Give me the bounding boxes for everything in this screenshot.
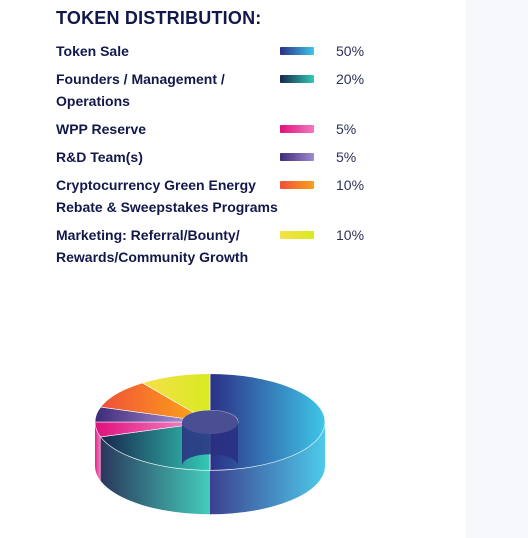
legend-percent: 20% (336, 71, 365, 87)
legend-row-rd-teams: R&D Team(s) 5% (56, 146, 416, 168)
legend-label: R&D Team(s) (56, 149, 143, 165)
legend-percent: 50% (336, 43, 365, 59)
slice-side (95, 422, 101, 481)
legend-row-founders: Founders / Management / Operations 20% (56, 68, 416, 112)
legend-row-marketing: Marketing: Referral/Bounty/ Rewards/Comm… (56, 224, 416, 268)
hole-wall (182, 410, 238, 466)
legend-label: Marketing: Referral/Bounty/ Rewards/Comm… (56, 227, 249, 265)
legend-row-wpp-reserve: WPP Reserve 5% (56, 118, 416, 140)
legend-label: Token Sale (56, 43, 129, 59)
legend-label: Cryptocurrency Green Energy Rebate & Swe… (56, 177, 278, 215)
donut-chart (94, 373, 326, 515)
legend-swatch (280, 231, 314, 239)
legend: Token Sale 50% Founders / Management / O… (56, 40, 416, 274)
slice-side (100, 436, 210, 515)
legend-row-green-energy: Cryptocurrency Green Energy Rebate & Swe… (56, 174, 416, 218)
slice-side (210, 422, 325, 515)
legend-row-token-sale: Token Sale 50% (56, 40, 416, 62)
legend-percent: 10% (336, 227, 365, 243)
legend-swatch (280, 125, 314, 133)
legend-swatch (280, 153, 314, 161)
legend-label: Founders / Management / Operations (56, 71, 225, 109)
legend-percent: 10% (336, 177, 365, 193)
legend-percent: 5% (336, 121, 357, 137)
legend-swatch (280, 181, 314, 189)
right-panel (466, 0, 528, 538)
chart-title: TOKEN DISTRIBUTION: (56, 8, 262, 28)
legend-swatch (280, 75, 314, 83)
legend-percent: 5% (336, 149, 357, 165)
legend-swatch (280, 47, 314, 55)
legend-label: WPP Reserve (56, 121, 147, 137)
